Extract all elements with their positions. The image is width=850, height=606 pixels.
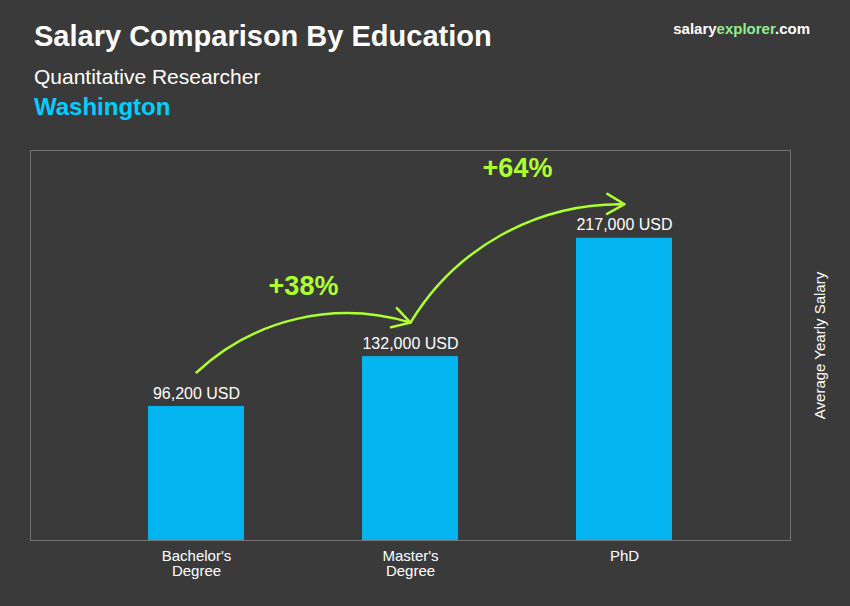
svg-text:+38%: +38%	[269, 271, 339, 301]
html-text:Salary Comparison By Education: Salary Comparison By Education	[34, 20, 492, 52]
svg-text:PhD: PhD	[610, 547, 639, 564]
svg-text:217,000 USD: 217,000 USD	[576, 216, 672, 233]
html-text:salary explorer.com: salary explorer.com	[673, 20, 810, 37]
html-text:Quantitative Researcher: Quantitative Researcher	[34, 65, 261, 88]
svg-text:96,200 USD: 96,200 USD	[153, 385, 240, 402]
svg-text:132,000 USD: 132,000 USD	[362, 335, 458, 352]
svg-text:Master'sDegree: Master'sDegree	[382, 547, 438, 579]
svg-text:+64%: +64%	[483, 153, 553, 183]
svg-text:Bachelor'sDegree: Bachelor'sDegree	[162, 547, 232, 579]
html-text:Washington: Washington	[34, 93, 171, 120]
svg-text:Average Yearly Salary: Average Yearly Salary	[811, 271, 828, 419]
